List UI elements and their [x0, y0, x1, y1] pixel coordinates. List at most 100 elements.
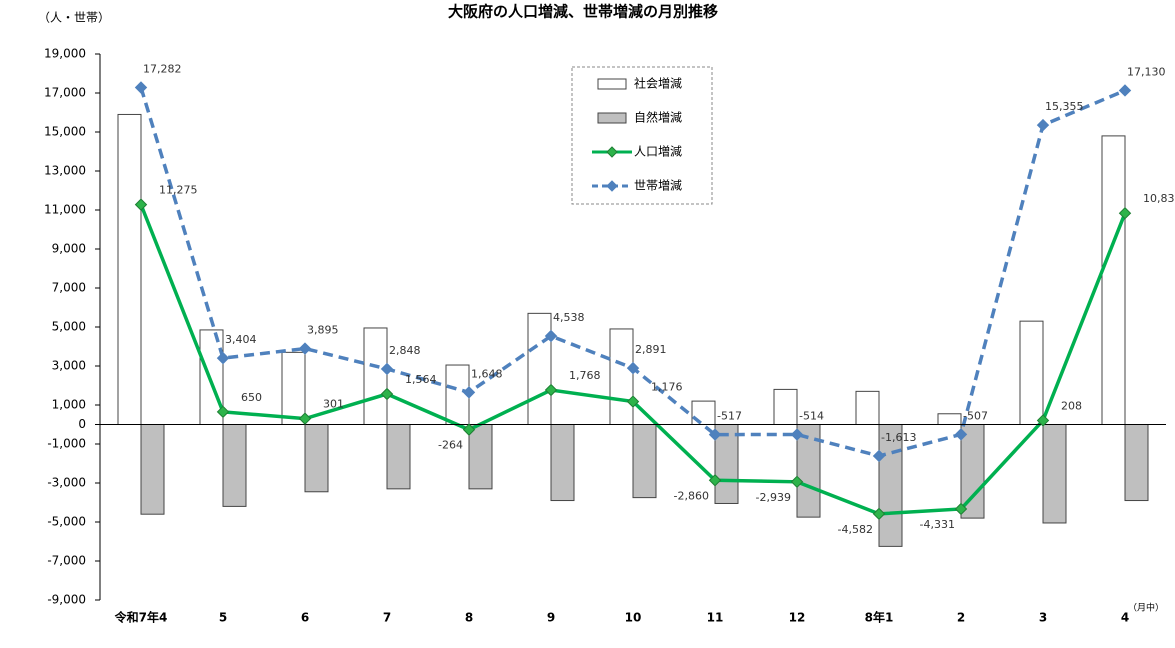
chart-title: 大阪府の人口増減、世帯増減の月別推移	[448, 3, 718, 21]
bar	[386, 424, 411, 490]
bar	[609, 328, 634, 426]
bar	[1101, 135, 1126, 425]
y-tick-label: -1,000	[47, 437, 86, 451]
marker	[216, 351, 230, 365]
data-label: 15,355	[1045, 100, 1084, 113]
marker	[298, 412, 312, 425]
data-label: -2,939	[756, 491, 791, 504]
data-label: -507	[963, 409, 988, 422]
data-label: -517	[717, 410, 742, 423]
y-tick-label: 1,000	[52, 398, 86, 412]
bar	[117, 113, 142, 425]
y-unit-label: （人・世帯）	[38, 11, 110, 25]
data-label: -2,860	[674, 489, 709, 502]
bar	[691, 400, 716, 426]
bar	[527, 312, 552, 426]
data-label: -264	[438, 439, 463, 452]
marker	[954, 502, 968, 516]
marker	[708, 428, 722, 441]
marker	[708, 474, 722, 487]
marker	[544, 329, 558, 343]
x-tick-label: 11	[707, 611, 724, 625]
data-label: 301	[323, 398, 344, 411]
data-label: 1,176	[651, 381, 683, 394]
y-tick-label: 11,000	[44, 203, 86, 217]
data-label: 4,538	[553, 311, 585, 324]
x-tick-label: 7	[383, 611, 391, 625]
data-label: 3,404	[225, 333, 257, 346]
legend-label: 人口増減	[634, 144, 682, 159]
data-label: 2,848	[389, 344, 421, 357]
data-label: 11,275	[159, 184, 198, 197]
x-tick-label: 9	[547, 611, 555, 625]
marker	[1036, 118, 1050, 132]
x-tick-label: 5	[219, 611, 227, 625]
marker	[380, 362, 394, 376]
data-label: -4,331	[920, 518, 955, 531]
y-tick-label: 3,000	[52, 359, 86, 373]
legend-marker	[606, 146, 618, 158]
x-tick-label: 12	[789, 611, 806, 625]
bar	[632, 424, 657, 499]
bar	[855, 390, 880, 426]
data-label: -4,582	[838, 523, 873, 536]
bar	[363, 327, 388, 426]
data-label: 3,895	[307, 324, 339, 337]
x-tick-label: 令和7年4	[114, 610, 168, 625]
x-tick-label: 8年1	[865, 610, 894, 625]
legend-swatch	[597, 78, 627, 90]
marker	[462, 386, 476, 399]
bar	[281, 351, 306, 426]
bar	[468, 424, 493, 490]
bar	[550, 424, 575, 502]
marker	[1036, 414, 1050, 427]
data-label: 208	[1061, 399, 1082, 412]
marker	[134, 198, 148, 211]
marker	[626, 395, 640, 408]
data-label: -514	[799, 410, 824, 423]
marker	[790, 428, 804, 441]
bar	[140, 424, 165, 515]
y-tick-label: 9,000	[52, 242, 86, 256]
marker	[790, 475, 804, 489]
marker	[1118, 206, 1132, 220]
x-tick-label: 4	[1121, 611, 1129, 625]
marker	[872, 507, 886, 521]
legend-label: 世帯増減	[634, 178, 682, 193]
legend-marker	[606, 180, 618, 192]
legend-box	[571, 66, 713, 205]
data-label: 2,891	[635, 343, 667, 356]
marker	[462, 423, 476, 436]
bar	[937, 413, 962, 425]
x-tick-label: 2	[957, 611, 965, 625]
bar	[304, 424, 329, 493]
bar	[1019, 320, 1044, 425]
x-tick-label: 6	[301, 611, 309, 625]
legend-label: 自然増減	[634, 110, 682, 125]
y-tick-label: 17,000	[44, 86, 86, 100]
y-tick-label: 19,000	[44, 47, 86, 61]
marker	[1118, 84, 1132, 97]
y-tick-label: 5,000	[52, 320, 86, 334]
data-label: 17,130	[1127, 65, 1166, 78]
legend-label: 社会増減	[634, 76, 682, 91]
y-tick-label: 7,000	[52, 281, 86, 295]
data-label: 10,836	[1143, 192, 1175, 205]
marker	[298, 342, 312, 355]
bar	[222, 424, 247, 507]
bar	[773, 388, 798, 425]
legend-swatch	[597, 112, 627, 124]
data-label: 1,768	[569, 369, 601, 382]
y-tick-label: 13,000	[44, 164, 86, 178]
bar	[1042, 424, 1067, 524]
data-label: 1,564	[405, 373, 437, 386]
data-label: 1,648	[471, 367, 503, 380]
marker	[380, 387, 394, 401]
y-tick-label: -9,000	[47, 593, 86, 607]
x-unit-label: （月中）	[1128, 602, 1164, 614]
y-tick-label: -5,000	[47, 515, 86, 529]
marker	[216, 405, 230, 419]
marker	[954, 428, 968, 441]
